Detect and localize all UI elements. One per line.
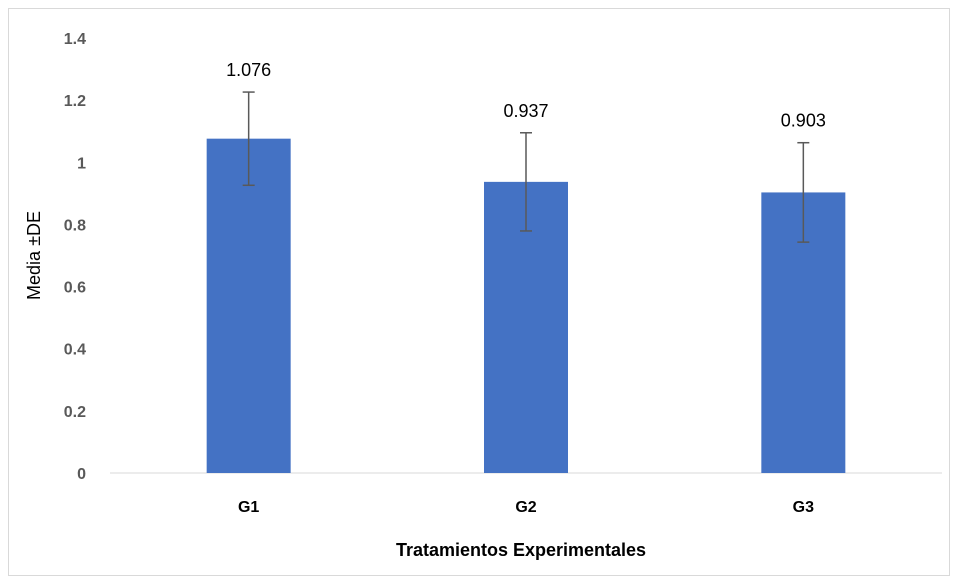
x-category-label: G3 (793, 499, 814, 516)
y-tick-label: 0 (77, 466, 86, 483)
error-bar-g1 (242, 91, 255, 187)
data-label-g3: 0.903 (781, 111, 826, 131)
error-bar-g3 (797, 141, 810, 243)
y-axis-ticks: 0 0.2 0.4 0.6 0.8 1 1.2 1.4 (64, 31, 86, 483)
data-label-g1: 1.076 (226, 60, 271, 80)
y-tick-label: 1 (77, 155, 86, 172)
data-label-g2: 0.937 (503, 101, 548, 121)
x-axis-title: Tratamientos Experimentales (396, 540, 646, 560)
x-category-label: G2 (515, 499, 536, 516)
x-category-label: G1 (238, 499, 259, 516)
y-tick-label: 1.4 (64, 31, 86, 48)
y-tick-label: 0.4 (64, 342, 86, 359)
bar-g1 (206, 138, 291, 473)
x-axis-categories: G1 G2 G3 (238, 499, 814, 516)
y-tick-label: 1.2 (64, 93, 86, 110)
y-axis-title: Media ±DE (24, 211, 44, 300)
y-tick-label: 0.8 (64, 217, 86, 234)
y-tick-label: 0.2 (64, 404, 86, 421)
error-bars-group (242, 91, 810, 243)
error-bar-g2 (520, 132, 532, 232)
data-labels-group: 1.076 0.937 0.903 (226, 60, 826, 131)
y-tick-label: 0.6 (64, 280, 86, 297)
